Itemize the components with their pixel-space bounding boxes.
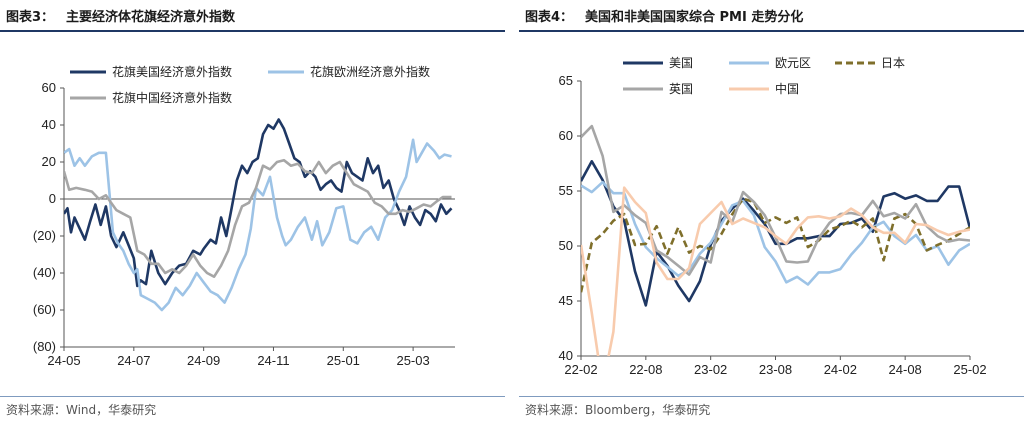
right-y-tick-label: 65	[559, 73, 573, 88]
left-chart-panel: 图表3： 主要经济体花旗经济意外指数 60 40 20 0 (20) (40) (60) (8…	[0, 0, 505, 421]
left-y-tick-label: (60)	[33, 302, 56, 317]
right-y-tick-label: 40	[559, 348, 573, 363]
left-x-tick-label: 24-07	[117, 353, 150, 368]
right-x-tick-label: 24-08	[889, 362, 922, 377]
right-legend-label-2: 欧元区	[775, 56, 811, 70]
right-title-bar: 图表4： 美国和非美国国家综合 PMI 走势分化	[519, 0, 1024, 32]
right-y-tick-label: 50	[559, 238, 573, 253]
right-legend-label-5: 中国	[775, 81, 799, 96]
left-legend-label-2: 花旗欧洲经济意外指数	[310, 64, 430, 79]
left-legend-label-1: 花旗美国经济意外指数	[112, 64, 232, 79]
left-title-bar: 图表3： 主要经济体花旗经济意外指数	[0, 0, 505, 32]
left-y-tick-label: 40	[42, 117, 56, 132]
right-x-tick-label: 23-08	[759, 362, 792, 377]
right-figure-title: 美国和非美国国家综合 PMI 走势分化	[585, 10, 804, 25]
left-x-tick-label: 24-09	[187, 353, 220, 368]
right-x-tick-label: 22-02	[564, 362, 597, 377]
left-y-tick-label: 60	[42, 80, 56, 95]
right-legend-label-1: 美国	[669, 56, 693, 70]
left-legend-label-3: 花旗中国经济意外指数	[112, 90, 232, 105]
left-figure-label: 图表3：	[6, 10, 55, 25]
left-series-line-1	[64, 118, 453, 288]
right-x-tick-label: 25-02	[953, 362, 986, 377]
left-figure-title: 主要经济体花旗经济意外指数	[66, 10, 236, 25]
left-y-tick-label: 0	[49, 191, 56, 206]
right-figure-label: 图表4：	[525, 10, 574, 25]
right-series-line-5	[581, 186, 970, 356]
right-series-line-1	[581, 160, 970, 307]
left-source-bar: 资料来源：Wind，华泰研究	[0, 396, 505, 417]
left-y-tick-label: (80)	[33, 339, 56, 354]
right-legend-label-3: 日本	[881, 56, 905, 70]
left-x-tick-label: 24-05	[47, 353, 80, 368]
right-y-tick-label: 60	[559, 128, 573, 143]
right-series-line-3	[581, 197, 970, 293]
right-y-tick-label: 55	[559, 183, 573, 198]
right-y-tick-label: 45	[559, 293, 573, 308]
left-y-tick-label: (20)	[33, 228, 56, 243]
right-source-note: 资料来源：Bloomberg，华泰研究	[525, 403, 711, 417]
left-y-tick-label: 20	[42, 154, 56, 169]
right-legend-label-4: 英国	[669, 82, 693, 96]
right-x-tick-label: 22-08	[629, 362, 662, 377]
right-x-tick-label: 24-02	[824, 362, 857, 377]
left-source-note: 资料来源：Wind，华泰研究	[6, 403, 157, 417]
right-chart-panel: 图表4： 美国和非美国国家综合 PMI 走势分化 65 60 55 50 45 40 22-…	[519, 0, 1024, 421]
left-x-tick-label: 24-11	[257, 353, 289, 368]
right-x-tick-label: 23-02	[694, 362, 727, 377]
right-series-line-4	[581, 124, 970, 276]
citi-surprise-index-chart: 60 40 20 0 (20) (40) (60) (80)24-05 24-07 24-09 24…	[33, 64, 455, 368]
left-series-line-2	[64, 138, 452, 312]
right-source-bar: 资料来源：Bloomberg，华泰研究	[519, 396, 1024, 417]
left-series-line-3	[64, 158, 452, 278]
left-x-tick-label: 25-03	[396, 353, 429, 368]
left-x-tick-label: 25-01	[327, 353, 360, 368]
left-y-tick-label: (40)	[33, 265, 56, 280]
